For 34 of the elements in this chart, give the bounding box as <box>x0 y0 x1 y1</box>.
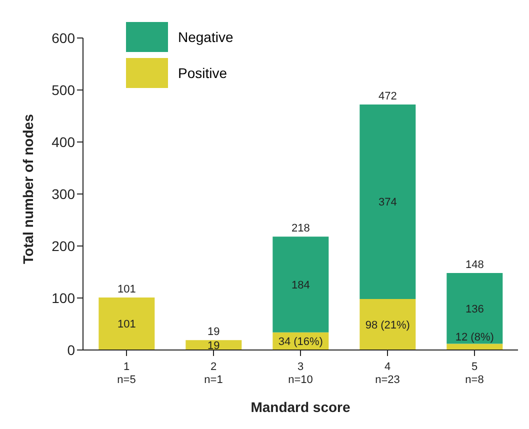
y-tick-label: 100 <box>52 290 76 306</box>
y-axis-title: Total number of nodes <box>20 114 36 264</box>
bar <box>360 104 416 300</box>
total-label: 19 <box>208 326 220 338</box>
legend-label: Positive <box>178 65 228 81</box>
x-tick-label: 3 n=10 <box>288 361 313 386</box>
data-label: 19 <box>208 340 220 352</box>
data-label: 374 <box>378 196 397 209</box>
data-label: 98 (21%) <box>365 319 410 332</box>
x-tick-label: 5 n=8 <box>465 361 484 386</box>
y-tick-label: 600 <box>52 30 76 46</box>
data-label: 136 <box>465 303 484 316</box>
x-axis-title: Mandard score <box>250 399 351 415</box>
bar <box>98 297 155 350</box>
total-label: 101 <box>117 283 136 296</box>
y-tick-label: 200 <box>52 238 76 254</box>
x-tick-label: 2 n=1 <box>204 361 223 386</box>
data-label: 101 <box>117 318 136 331</box>
bar <box>446 273 503 344</box>
total-label: 148 <box>465 259 484 272</box>
data-label: 34 (16%) <box>278 336 323 348</box>
y-tick-label: 0 <box>67 342 76 358</box>
legend-label: Negative <box>178 29 234 45</box>
bar <box>360 299 416 350</box>
data-label: 184 <box>291 279 310 292</box>
y-tick-label: 400 <box>52 134 76 150</box>
bar <box>272 236 329 332</box>
total-label: 472 <box>378 90 397 103</box>
total-label: 218 <box>291 222 310 235</box>
x-tick-label: 1 n=5 <box>117 361 136 386</box>
x-tick-label: 4 n=23 <box>375 361 400 386</box>
data-label: 12 (8%) <box>455 332 494 344</box>
y-tick-label: 500 <box>52 82 76 98</box>
y-tick-label: 300 <box>52 186 76 202</box>
